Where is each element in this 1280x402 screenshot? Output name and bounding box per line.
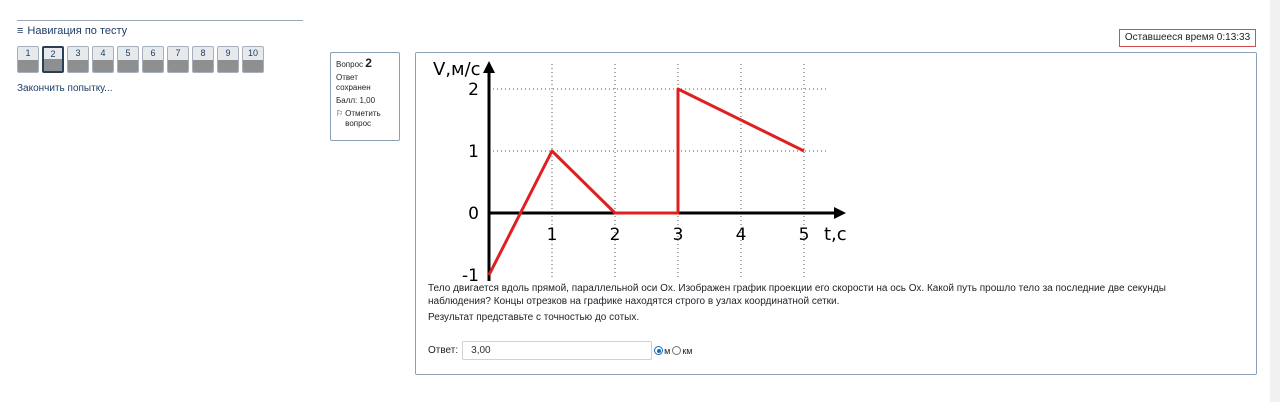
velocity-series-line <box>487 87 805 276</box>
answered-indicator <box>118 60 138 72</box>
flag-icon: ⚐ <box>336 109 344 118</box>
question-status: Ответ сохранен <box>336 73 371 92</box>
question-info: Вопрос 2 Ответ сохранен Балл: 1,00 ⚐ Отм… <box>330 52 400 141</box>
question-points: Балл: 1,00 <box>336 96 376 105</box>
answer-label: Ответ: <box>428 345 459 356</box>
finish-attempt-link[interactable]: Закончить попытку... <box>17 83 113 94</box>
question-button-2[interactable]: 2 <box>42 46 64 73</box>
question-number: Вопрос 2 <box>336 56 394 70</box>
question-button-number: 9 <box>225 48 231 58</box>
y-axis-arrow <box>483 61 495 73</box>
answer-input[interactable] <box>462 341 653 360</box>
unit-km-radio[interactable] <box>672 346 682 355</box>
question-label: Вопрос <box>336 60 364 69</box>
y-axis-label: V,м/с <box>433 59 481 80</box>
x-axis-label: t,c <box>824 224 847 245</box>
answer-row: Ответ: м км <box>428 341 693 360</box>
unit-options: м км <box>654 346 693 356</box>
x-tick-label: 4 <box>736 225 747 245</box>
question-number-value: 2 <box>365 56 372 70</box>
x-tick-label: 1 <box>547 225 558 245</box>
nav-title-text: Навигация по тесту <box>27 25 128 37</box>
question-text: Тело двигается вдоль прямой, параллельно… <box>428 283 1166 307</box>
question-note: Результат представьте с точностью до сот… <box>428 312 640 323</box>
answered-indicator <box>243 60 263 72</box>
question-button-9[interactable]: 9 <box>217 46 239 73</box>
question-button-3[interactable]: 3 <box>67 46 89 73</box>
scrollbar[interactable] <box>1270 0 1280 402</box>
question-buttons: 1 2 3 4 5 6 7 8 9 10 <box>17 46 264 73</box>
question-button-number: 10 <box>247 48 258 58</box>
nav-divider <box>17 20 303 21</box>
question-button-1[interactable]: 1 <box>17 46 39 73</box>
question-button-number: 4 <box>100 48 106 58</box>
answered-indicator <box>218 60 238 72</box>
menu-icon: ≡ <box>17 25 24 37</box>
question-button-number: 3 <box>75 48 81 58</box>
flag-label: Отметить вопрос <box>345 109 381 128</box>
y-tick-label: 1 <box>468 142 479 162</box>
flag-question[interactable]: ⚐ Отметить вопрос <box>336 109 394 129</box>
question-button-7[interactable]: 7 <box>167 46 189 73</box>
unit-m-radio[interactable] <box>654 346 664 355</box>
x-tick-label: 2 <box>610 225 621 245</box>
unit-km-label: км <box>682 345 693 356</box>
answered-indicator <box>44 59 62 71</box>
question-button-5[interactable]: 5 <box>117 46 139 73</box>
y-tick-label: 0 <box>468 204 479 224</box>
unit-m-label: м <box>664 345 671 356</box>
answered-indicator <box>143 60 163 72</box>
question-button-number: 6 <box>150 48 156 58</box>
x-axis-arrow <box>834 207 846 219</box>
velocity-graph: 1 2 3 4 5 2 1 0 -1 V,м/с t,c <box>433 59 847 281</box>
x-tick-label: 5 <box>799 225 810 245</box>
timer: Оставшееся время 0:13:33 <box>1119 29 1256 47</box>
y-tick-label: -1 <box>462 266 479 281</box>
answered-indicator <box>18 60 38 72</box>
question-button-6[interactable]: 6 <box>142 46 164 73</box>
question-button-number: 5 <box>125 48 131 58</box>
x-tick-label: 3 <box>673 225 684 245</box>
question-button-4[interactable]: 4 <box>92 46 114 73</box>
answered-indicator <box>93 60 113 72</box>
y-tick-label: 2 <box>468 80 479 100</box>
question-button-10[interactable]: 10 <box>242 46 264 73</box>
answered-indicator <box>68 60 88 72</box>
question-button-8[interactable]: 8 <box>192 46 214 73</box>
answered-indicator <box>193 60 213 72</box>
nav-title[interactable]: ≡ Навигация по тесту <box>17 25 127 37</box>
question-panel: 1 2 3 4 5 2 1 0 -1 V,м/с t,c Тело двигается вдоль … <box>415 52 1257 375</box>
question-button-number: 2 <box>50 49 56 59</box>
question-button-number: 8 <box>200 48 206 58</box>
question-button-number: 7 <box>175 48 181 58</box>
answered-indicator <box>168 60 188 72</box>
question-button-number: 1 <box>25 48 31 58</box>
